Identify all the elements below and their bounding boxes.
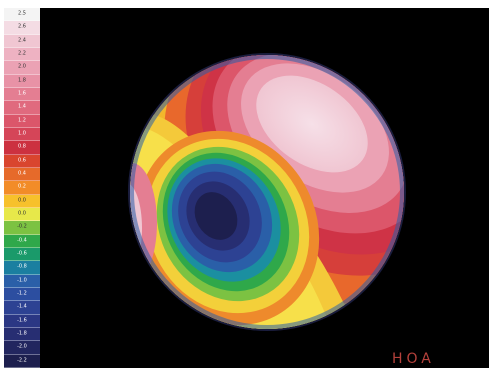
scale-label: 1.2	[18, 117, 26, 124]
scale-label: -0.4	[17, 237, 27, 244]
scale-swatch: -0.6	[4, 247, 40, 262]
scale-swatch: 0.2	[4, 181, 40, 195]
scale-swatch: 0.6	[4, 154, 40, 168]
scale-swatch: 1.6	[4, 87, 40, 102]
scale-label: -1.6	[17, 317, 27, 324]
scale-swatch: 0.0	[4, 207, 40, 222]
scale-swatch: 1.0	[4, 127, 40, 142]
map-label: HOA	[392, 351, 435, 367]
scale-label: 2.4	[18, 37, 26, 44]
scale-swatch: 2.4	[4, 34, 40, 48]
scale-swatch: 2.0	[4, 61, 40, 75]
scale-label: 1.8	[18, 77, 26, 84]
scale-label: 0.6	[18, 157, 26, 164]
scale-swatch: -1.4	[4, 301, 40, 315]
scale-swatch: -0.4	[4, 234, 40, 248]
scale-swatch: 2.6	[4, 21, 40, 35]
map-canvas: HOA	[40, 8, 489, 368]
scale-swatch: 0.0	[4, 194, 40, 208]
scale-label: 0.2	[18, 183, 26, 190]
scale-label: 2.0	[18, 63, 26, 70]
scale-swatch: -2.0	[4, 341, 40, 355]
scale-label: 0.4	[18, 170, 26, 177]
scale-swatch: -1.2	[4, 287, 40, 302]
scale-swatch: -0.2	[4, 221, 40, 235]
scale-swatch: -1.6	[4, 314, 40, 328]
scale-label: 2.5	[18, 10, 26, 17]
scale-swatch: -1.0	[4, 274, 40, 288]
scale-label: 2.2	[18, 50, 26, 57]
scale-label: -1.2	[17, 290, 27, 297]
scale-label: 1.0	[18, 130, 26, 137]
scale-swatch: 2.5	[4, 8, 40, 22]
pupil-surface	[130, 55, 404, 329]
scale-label: 1.6	[18, 90, 26, 97]
scale-swatch: -0.8	[4, 261, 40, 275]
scale-label: -2.0	[17, 343, 27, 350]
scale-label: -2.2	[17, 357, 27, 364]
scale-label: -0.8	[17, 263, 27, 270]
scale-label: -0.6	[17, 250, 27, 257]
scale-swatch: 1.2	[4, 114, 40, 128]
scale-label: 0.0	[18, 197, 26, 204]
scale-swatch: 1.8	[4, 74, 40, 88]
scale-label: -1.4	[17, 303, 27, 310]
scale-label: 1.4	[18, 103, 26, 110]
scale-label: 0.0	[18, 210, 26, 217]
scale-swatch: 0.8	[4, 141, 40, 155]
scale-label: 2.6	[18, 23, 26, 30]
scale-label: 0.8	[18, 143, 26, 150]
scale-swatch: -2.2	[4, 354, 40, 368]
scale-swatch: 2.2	[4, 47, 40, 62]
scale-swatch: -1.8	[4, 327, 40, 342]
scale-label: -0.2	[17, 223, 27, 230]
scale-swatch: 0.4	[4, 167, 40, 182]
scale-label: -1.8	[17, 330, 27, 337]
scale-swatch: 1.4	[4, 101, 40, 115]
scale-label: -1.0	[17, 277, 27, 284]
hoa-wavefront-map	[128, 53, 406, 331]
color-scale-legend: 2.5 2.6 2.4 2.2 2.0 1.8 1.6 1.4 1.2 1.0 0.8 0.6 0.4 0…	[4, 8, 40, 368]
